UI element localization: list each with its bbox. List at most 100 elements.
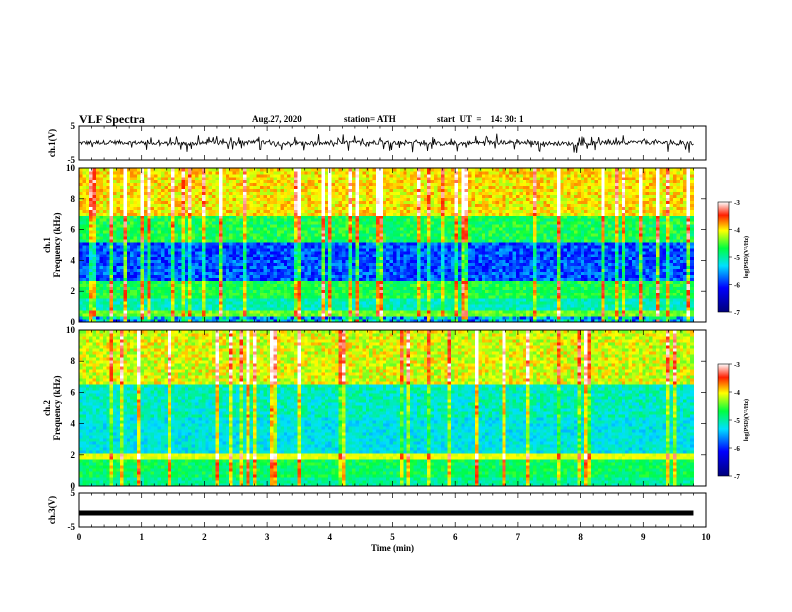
spectrogram-cell [276, 319, 281, 323]
spectrogram-cell [393, 200, 397, 204]
spectrogram-cell [273, 253, 278, 258]
spectrogram-cell [389, 316, 394, 320]
spectrogram-cell [386, 218, 391, 222]
spectrogram-cell [123, 298, 128, 302]
spectrogram-cell [157, 298, 162, 302]
spectrogram-cell [212, 247, 216, 252]
spectrogram-cell [362, 215, 367, 219]
spectrogram-cell [239, 221, 244, 225]
spectrogram-cell [256, 319, 261, 323]
spectrogram-cell [369, 188, 373, 193]
spectrogram-cell [232, 173, 237, 178]
spectrogram-cell [273, 227, 278, 231]
spectrogram-cell [191, 286, 196, 290]
spectrogram-cell [331, 253, 336, 258]
spectrogram-cell [222, 206, 227, 210]
spectrogram-cell [403, 206, 408, 210]
spectrogram-cell [321, 215, 326, 219]
spectrogram-cell [201, 313, 206, 317]
spectrogram-cell [317, 215, 322, 219]
spectrogram-cell [242, 224, 247, 228]
spectrogram-cell [106, 221, 111, 225]
spectrogram-cell [102, 206, 107, 210]
spectrogram-cell [195, 209, 199, 213]
spectrogram-cell [126, 280, 131, 284]
spectrogram-cell [205, 215, 210, 219]
spectrogram-cell [99, 283, 104, 287]
spectrogram-cell [79, 221, 83, 225]
spectrogram-cell [393, 197, 397, 201]
spectrogram-cell [290, 298, 295, 302]
spectrogram-cell [389, 197, 394, 201]
spectrogram-cell [225, 274, 230, 278]
spectrogram-cell [352, 253, 356, 258]
spectrogram-cell [328, 209, 333, 213]
spectrogram-cell [92, 197, 97, 201]
spectrogram-cell [191, 319, 196, 323]
spectrogram-cell [382, 194, 387, 199]
spectrogram-cell [372, 209, 377, 213]
spectrogram-cell [287, 250, 292, 255]
spectrogram-cell [396, 188, 401, 193]
spectrogram-cell [79, 206, 83, 210]
spectrogram-cell [246, 194, 251, 199]
spectrogram-cell [126, 259, 131, 264]
spectrogram-cell [297, 268, 302, 273]
spectrogram-cell [369, 209, 373, 213]
spectrogram-cell [317, 233, 322, 237]
spectrogram-cell [331, 212, 336, 216]
spectrogram-cell [290, 250, 295, 255]
spectrogram-cell [355, 301, 360, 305]
spectrogram-cell [201, 230, 206, 234]
spectrogram-cell [205, 301, 210, 305]
spectrogram-cell [266, 250, 271, 255]
spectrogram-cell [304, 295, 309, 299]
spectrogram-cell [116, 280, 121, 284]
spectrogram-cell [369, 173, 373, 178]
spectrogram-cell [362, 307, 367, 311]
spectrogram-cell [157, 292, 162, 296]
spectrogram-cell [358, 218, 363, 222]
spectrogram-cell [208, 304, 213, 308]
spectrogram-cell [85, 283, 90, 287]
spectrogram-cell [324, 268, 329, 273]
spectrogram-cell [215, 313, 220, 317]
spectrogram-cell [253, 236, 257, 240]
spectrogram-cell [396, 265, 401, 270]
spectrogram-cell [119, 206, 124, 210]
spectrogram-cell [276, 230, 281, 234]
spectrogram-cell [273, 262, 278, 267]
spectrogram-cell [335, 245, 339, 249]
spectrogram-cell [198, 212, 203, 216]
spectrogram-cell [130, 277, 135, 281]
spectrogram-cell [256, 259, 261, 264]
spectrogram-cell [188, 200, 193, 204]
spectrogram-cell [321, 268, 326, 273]
spectrogram-cell [300, 253, 305, 258]
spectrogram-cell [167, 280, 172, 284]
spectrogram-cell [287, 256, 292, 261]
spectrogram-cell [317, 236, 322, 240]
spectrogram-cell [229, 253, 234, 258]
spectrogram-cell [256, 191, 261, 196]
spectrogram-cell [307, 215, 312, 219]
spectrogram-cell [205, 179, 210, 184]
spectrogram-cell [130, 250, 135, 255]
spectrogram-cell [311, 307, 315, 311]
spectrogram-cell [253, 194, 257, 199]
spectrogram-cell [113, 301, 117, 305]
spectrogram-cell [273, 307, 278, 311]
spectrogram-cell [130, 265, 135, 270]
spectrogram-cell [198, 221, 203, 225]
spectrogram-cell [287, 236, 292, 240]
spectrogram-cell [109, 179, 114, 184]
spectrogram-cell [304, 239, 309, 243]
spectrogram-cell [239, 173, 244, 178]
spectrogram-cell [154, 286, 158, 290]
spectrogram-cell [99, 176, 104, 181]
spectrogram-cell [324, 280, 329, 284]
spectrogram-cell [205, 253, 210, 258]
spectrogram-cell [218, 209, 223, 213]
spectrogram-cell [352, 283, 356, 287]
spectrogram-cell [352, 206, 356, 210]
